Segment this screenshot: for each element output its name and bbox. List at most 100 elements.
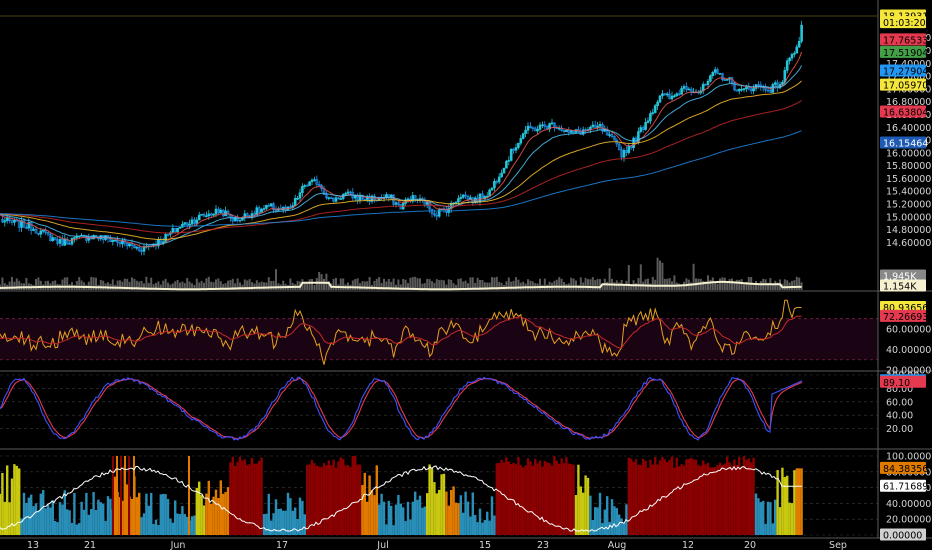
candle-body[interactable] — [529, 125, 532, 128]
candle-body[interactable] — [61, 239, 64, 246]
candle-body[interactable] — [13, 219, 16, 223]
rsi-pane[interactable] — [0, 299, 878, 365]
candle-body[interactable] — [344, 193, 347, 195]
candle-body[interactable] — [53, 237, 57, 241]
candle-body[interactable] — [649, 113, 652, 122]
candle-body[interactable] — [800, 24, 803, 42]
candle-body[interactable] — [656, 101, 659, 107]
candle-body[interactable] — [725, 78, 729, 81]
candle-body[interactable] — [178, 226, 182, 229]
candle-body[interactable] — [665, 93, 669, 96]
candle-body[interactable] — [574, 129, 578, 133]
candle-body[interactable] — [709, 75, 712, 82]
candle-body[interactable] — [130, 243, 134, 246]
candle-body[interactable] — [332, 197, 335, 202]
candle-body[interactable] — [500, 172, 503, 178]
candle-body[interactable] — [176, 228, 179, 233]
candle-body[interactable] — [639, 127, 643, 132]
candle-body[interactable] — [598, 124, 602, 127]
candle-body[interactable] — [209, 213, 213, 216]
candle-body[interactable] — [337, 197, 340, 200]
candle-body[interactable] — [217, 208, 220, 213]
candle-body[interactable] — [219, 209, 223, 213]
candle-body[interactable] — [485, 195, 489, 198]
candle-body[interactable] — [658, 95, 662, 103]
candle-body[interactable] — [565, 130, 568, 132]
candle-body[interactable] — [39, 230, 43, 235]
candle-body[interactable] — [682, 86, 686, 89]
histogram-pane[interactable] — [0, 455, 878, 536]
candle-body[interactable] — [253, 213, 256, 216]
candle-body[interactable] — [397, 202, 400, 205]
candle-body[interactable] — [238, 219, 242, 222]
candle-body[interactable] — [497, 176, 501, 183]
candle-body[interactable] — [517, 142, 520, 148]
candle-body[interactable] — [73, 237, 76, 239]
candle-body[interactable] — [488, 189, 491, 197]
candle-body[interactable] — [113, 240, 117, 242]
candle-body[interactable] — [260, 209, 263, 213]
candle-body[interactable] — [197, 214, 201, 221]
candle-body[interactable] — [490, 187, 494, 191]
candle-body[interactable] — [188, 223, 191, 226]
candle-body[interactable] — [569, 130, 573, 133]
candle-body[interactable] — [514, 147, 518, 151]
candle-body[interactable] — [661, 93, 664, 97]
candle-body[interactable] — [663, 93, 667, 96]
candle-body[interactable] — [22, 220, 26, 228]
candle-body[interactable] — [272, 203, 275, 210]
candle-body[interactable] — [675, 93, 679, 97]
candle-body[interactable] — [394, 202, 398, 205]
candle-body[interactable] — [680, 88, 683, 95]
candle-body[interactable] — [183, 222, 187, 225]
candle-body[interactable] — [193, 219, 196, 224]
candle-body[interactable] — [608, 134, 611, 136]
candle-body[interactable] — [793, 52, 796, 55]
candle-body[interactable] — [214, 208, 218, 215]
candle-body[interactable] — [627, 145, 631, 153]
candle-body[interactable] — [613, 136, 616, 141]
candle-body[interactable] — [781, 82, 784, 85]
candle-body[interactable] — [135, 246, 139, 249]
candle-body[interactable] — [531, 127, 535, 129]
candle-body[interactable] — [358, 194, 362, 201]
candle-body[interactable] — [303, 185, 307, 187]
candle-body[interactable] — [164, 234, 167, 242]
candle-body[interactable] — [274, 209, 278, 211]
candle-body[interactable] — [435, 214, 439, 217]
candle-body[interactable] — [581, 129, 585, 135]
candle-body[interactable] — [536, 129, 539, 132]
candle-body[interactable] — [51, 237, 55, 241]
candle-body[interactable] — [735, 89, 739, 92]
candle-body[interactable] — [533, 127, 537, 132]
candle-body[interactable] — [262, 208, 266, 210]
candle-body[interactable] — [718, 73, 722, 75]
candle-body[interactable] — [58, 239, 62, 244]
candle-body[interactable] — [507, 160, 511, 162]
candle-body[interactable] — [622, 150, 626, 158]
candle-body[interactable] — [521, 133, 525, 139]
candle-body[interactable] — [685, 86, 688, 90]
candle-body[interactable] — [469, 197, 472, 200]
candle-body[interactable] — [32, 228, 35, 231]
candle-body[interactable] — [125, 242, 129, 247]
candle-body[interactable] — [171, 228, 175, 233]
candle-body[interactable] — [713, 69, 717, 73]
candle-body[interactable] — [596, 126, 599, 128]
candle-body[interactable] — [195, 219, 199, 224]
candle-body[interactable] — [411, 195, 415, 202]
candle-body[interactable] — [298, 192, 302, 199]
candle-body[interactable] — [267, 205, 271, 207]
candle-body[interactable] — [34, 228, 38, 234]
candle-body[interactable] — [788, 57, 791, 62]
candle-body[interactable] — [769, 89, 772, 93]
candle-body[interactable] — [457, 198, 460, 203]
candle-body[interactable] — [644, 122, 647, 130]
candle-body[interactable] — [346, 191, 350, 194]
candle-body[interactable] — [773, 82, 777, 85]
candle-body[interactable] — [10, 220, 14, 223]
candle-body[interactable] — [526, 125, 530, 131]
candle-body[interactable] — [68, 243, 71, 245]
candle-body[interactable] — [711, 72, 715, 76]
candle-body[interactable] — [25, 227, 28, 229]
